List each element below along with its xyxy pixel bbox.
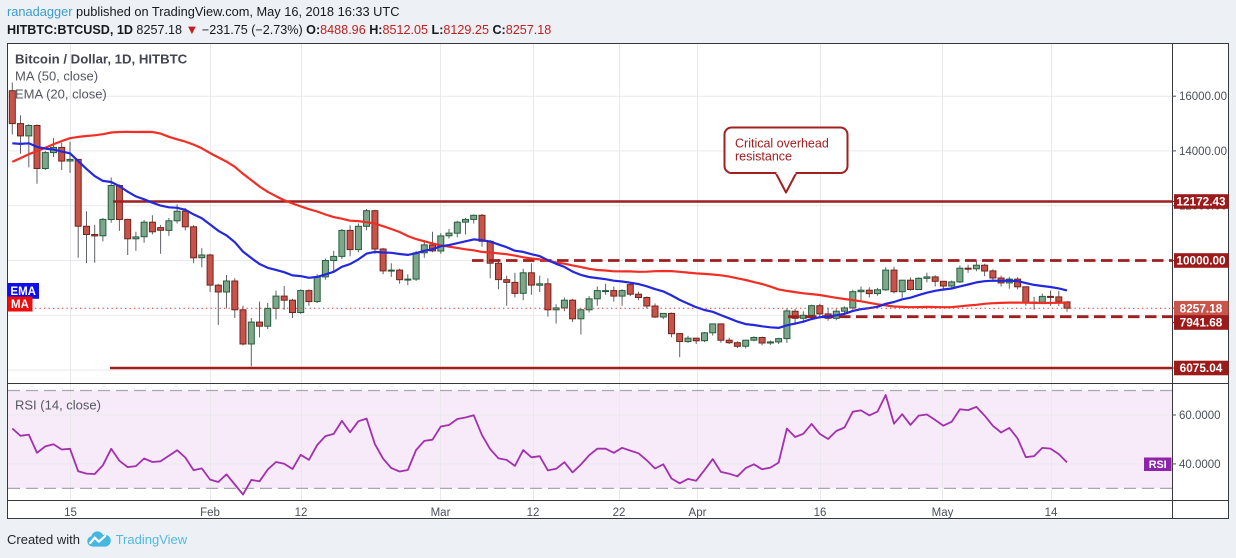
svg-text:Critical overhead: Critical overhead — [735, 137, 829, 151]
svg-text:8257.18: 8257.18 — [1180, 301, 1223, 315]
svg-text:RSI: RSI — [1149, 459, 1167, 471]
svg-text:7941.68: 7941.68 — [1180, 316, 1223, 330]
svg-text:Apr: Apr — [689, 507, 707, 519]
svg-text:16: 16 — [814, 507, 827, 519]
svg-text:40.0000: 40.0000 — [1179, 459, 1221, 471]
svg-text:MA: MA — [11, 299, 29, 311]
svg-text:16000.00: 16000.00 — [1179, 91, 1227, 103]
svg-text:12172.43: 12172.43 — [1176, 195, 1226, 209]
svg-text:22: 22 — [613, 507, 626, 519]
svg-text:14: 14 — [1045, 507, 1058, 519]
svg-text:Feb: Feb — [200, 507, 220, 519]
svg-text:resistance: resistance — [735, 150, 792, 164]
svg-text:12: 12 — [295, 507, 308, 519]
svg-text:RSI (14, close): RSI (14, close) — [15, 398, 101, 413]
svg-text:12: 12 — [527, 507, 540, 519]
svg-text:EMA (20, close): EMA (20, close) — [15, 87, 107, 102]
svg-text:EMA: EMA — [10, 286, 36, 298]
svg-text:6075.04: 6075.04 — [1180, 361, 1223, 375]
svg-text:60.0000: 60.0000 — [1179, 410, 1221, 422]
svg-text:Mar: Mar — [431, 507, 451, 519]
svg-text:14000.00: 14000.00 — [1179, 146, 1227, 158]
svg-text:May: May — [932, 507, 954, 519]
svg-text:10000.00: 10000.00 — [1176, 254, 1226, 268]
svg-text:MA (50, close): MA (50, close) — [15, 69, 98, 84]
svg-text:15: 15 — [64, 507, 77, 519]
svg-text:Bitcoin / Dollar, 1D, HITBTC: Bitcoin / Dollar, 1D, HITBTC — [15, 52, 188, 67]
